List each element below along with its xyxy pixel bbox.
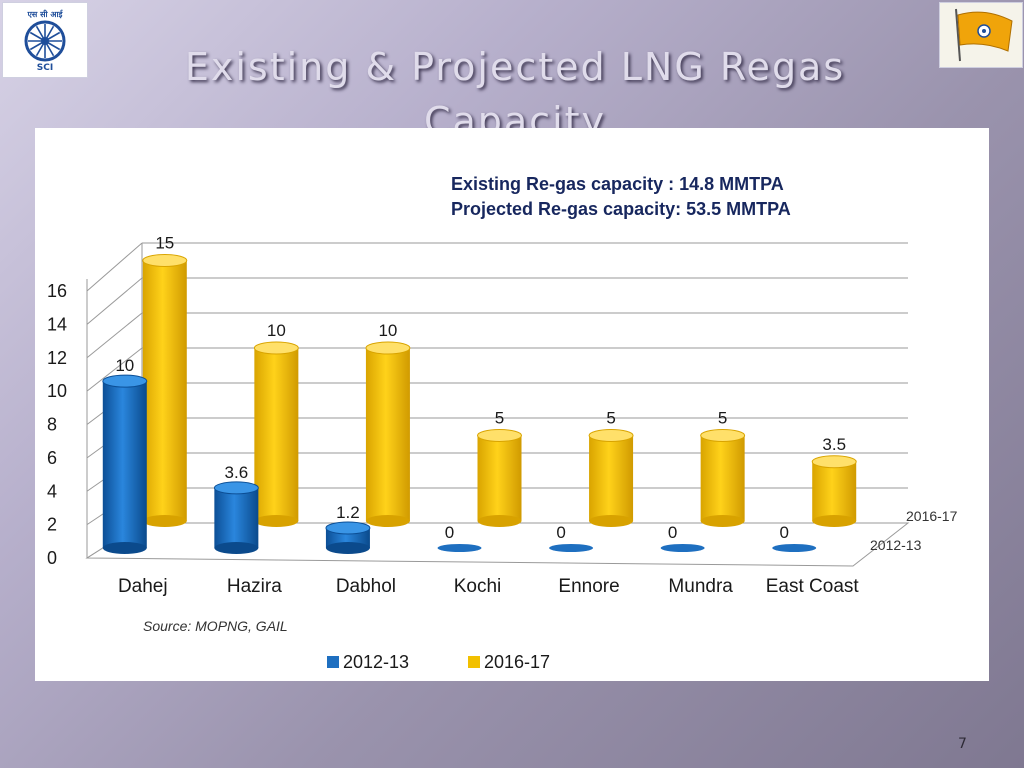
data-label-2016-17: 5 — [495, 409, 504, 428]
bar-2016-17-top — [588, 429, 634, 442]
slide-title: Existing & Projected LNG Regas Capacity — [184, 45, 846, 143]
x-tick-label: Kochi — [454, 576, 502, 597]
bar-2016-17-base — [477, 515, 522, 527]
data-label-2012-13: 1.2 — [336, 503, 360, 522]
capacity-annotation: Projected Re-gas capacity: 53.5 MMTPA — [451, 199, 791, 219]
gridline-side — [86, 312, 143, 359]
bar-2012-13-flat — [660, 544, 705, 552]
x-tick-label: Dabhol — [336, 576, 396, 597]
data-label-2016-17: 10 — [267, 321, 286, 340]
bar-2012-13-top — [325, 521, 371, 535]
data-label-2012-13: 3.6 — [225, 463, 249, 482]
y-tick-label: 12 — [47, 348, 67, 368]
x-tick-label: Ennore — [558, 576, 619, 597]
x-tick-label: Mundra — [668, 576, 733, 597]
sci-logo: एस सी आई SCI — [2, 2, 88, 78]
data-label-2016-17: 5 — [606, 409, 615, 428]
bar-2012-13-top — [102, 374, 148, 388]
data-label-2016-17: 15 — [155, 234, 174, 253]
data-label-2012-13: 0 — [445, 523, 454, 542]
series-depth-label-2016-17: 2016-17 — [906, 508, 958, 524]
data-label-2016-17: 10 — [378, 321, 397, 340]
bar-2016-17-top — [811, 455, 857, 469]
bar-2016-17-base — [700, 515, 745, 527]
bar-2016-17-base — [812, 515, 857, 527]
gridline-side — [86, 277, 143, 325]
data-label-2012-13: 0 — [556, 523, 565, 542]
bar-2016-17-base — [365, 515, 410, 527]
series-depth-label-2012-13: 2012-13 — [870, 537, 922, 553]
bar-2016-17-top — [477, 429, 522, 442]
bar-2016-17-top — [253, 341, 299, 355]
bar-2016-17-top — [142, 254, 188, 267]
bar-2016-17 — [589, 435, 634, 521]
y-tick-label: 14 — [47, 314, 67, 334]
bar-2016-17 — [254, 348, 299, 521]
chart-panel: 0 2 4 6 8 10 12 14 16 2016-17 2012-13 15 10 Dahej 10 3.… — [35, 128, 989, 681]
x-tick-label: Hazira — [227, 576, 282, 597]
legend-swatch-2012-13 — [327, 656, 339, 668]
x-tick-label: East Coast — [766, 576, 860, 597]
gridline-side — [86, 347, 143, 392]
bar-2012-13-flat — [437, 544, 482, 552]
regas-capacity-chart: 0 2 4 6 8 10 12 14 16 2016-17 2012-13 15 10 Dahej 10 3.… — [47, 174, 958, 672]
flag-icon — [955, 8, 1013, 62]
sci-logo-text: एस सी आई — [27, 10, 63, 19]
sci-logo-label: SCI — [36, 63, 54, 73]
legend-label-2012-13: 2012-13 — [343, 652, 409, 672]
bar-2016-17-base — [589, 515, 634, 527]
bar-2012-13-base — [325, 542, 370, 554]
bar-2016-17-top — [700, 429, 746, 442]
bar-2016-17-base — [142, 515, 187, 527]
bar-2016-17 — [477, 435, 522, 521]
legend-swatch-2016-17 — [468, 656, 480, 668]
page-number: 7 — [958, 736, 967, 752]
data-label-2016-17: 3.5 — [822, 435, 846, 454]
x-tick-label: Dahej — [118, 576, 168, 597]
bar-2012-13-base — [102, 542, 147, 554]
bar-2016-17 — [700, 435, 745, 521]
bar-2012-13-base — [214, 542, 259, 554]
legend-label-2016-17: 2016-17 — [484, 652, 550, 672]
capacity-annotation: Existing Re-gas capacity : 14.8 MMTPA — [451, 174, 784, 194]
y-tick-label: 6 — [47, 448, 57, 468]
gridline-side — [86, 242, 143, 292]
data-label-2016-17: 5 — [718, 409, 727, 428]
source-note: Source: MOPNG, GAIL — [143, 618, 288, 634]
y-tick-label: 10 — [47, 381, 67, 401]
bar-2016-17-base — [254, 515, 299, 527]
bar-2016-17 — [812, 461, 857, 521]
flag-logo — [939, 2, 1023, 68]
bar-2016-17-top — [365, 341, 411, 355]
bar-2012-13-flat — [772, 544, 817, 552]
data-label-2012-13: 10 — [115, 356, 134, 375]
data-label-2012-13: 0 — [668, 523, 677, 542]
y-tick-label: 8 — [47, 415, 57, 435]
bar-2012-13 — [102, 381, 147, 548]
bar-2012-13 — [214, 487, 259, 548]
y-tick-label: 0 — [47, 548, 57, 568]
bar-2016-17 — [365, 348, 410, 521]
wheel-icon — [24, 20, 66, 62]
bar-2012-13-flat — [549, 544, 594, 552]
bar-2016-17 — [142, 260, 187, 521]
bar-2012-13-top — [213, 481, 259, 495]
data-label-2012-13: 0 — [779, 523, 788, 542]
y-tick-label: 4 — [47, 481, 57, 501]
y-tick-label: 2 — [47, 515, 57, 535]
y-tick-label: 16 — [47, 281, 67, 301]
